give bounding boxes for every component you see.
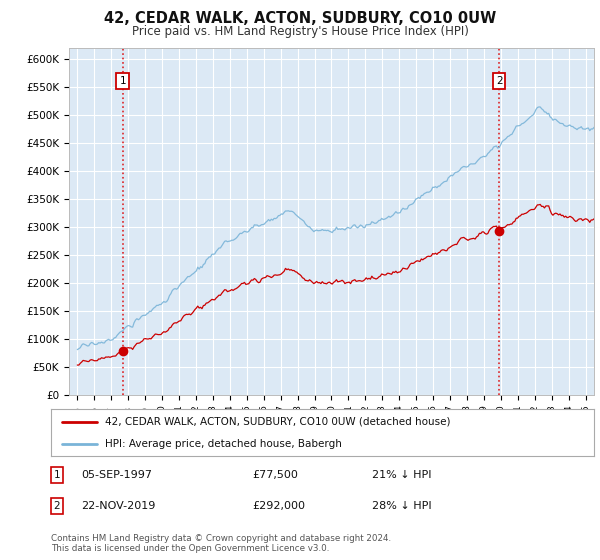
Text: 28% ↓ HPI: 28% ↓ HPI xyxy=(372,501,431,511)
Text: 21% ↓ HPI: 21% ↓ HPI xyxy=(372,470,431,480)
Text: HPI: Average price, detached house, Babergh: HPI: Average price, detached house, Babe… xyxy=(106,438,342,449)
Text: 2: 2 xyxy=(496,76,502,86)
Text: 42, CEDAR WALK, ACTON, SUDBURY, CO10 0UW: 42, CEDAR WALK, ACTON, SUDBURY, CO10 0UW xyxy=(104,11,496,26)
Text: Contains HM Land Registry data © Crown copyright and database right 2024.
This d: Contains HM Land Registry data © Crown c… xyxy=(51,534,391,553)
Text: 1: 1 xyxy=(53,470,61,480)
Text: 05-SEP-1997: 05-SEP-1997 xyxy=(81,470,152,480)
Text: 2: 2 xyxy=(53,501,61,511)
Text: 1: 1 xyxy=(119,76,126,86)
Text: Price paid vs. HM Land Registry's House Price Index (HPI): Price paid vs. HM Land Registry's House … xyxy=(131,25,469,38)
Text: £292,000: £292,000 xyxy=(252,501,305,511)
Text: 42, CEDAR WALK, ACTON, SUDBURY, CO10 0UW (detached house): 42, CEDAR WALK, ACTON, SUDBURY, CO10 0UW… xyxy=(106,417,451,427)
Text: 22-NOV-2019: 22-NOV-2019 xyxy=(81,501,155,511)
Text: £77,500: £77,500 xyxy=(252,470,298,480)
